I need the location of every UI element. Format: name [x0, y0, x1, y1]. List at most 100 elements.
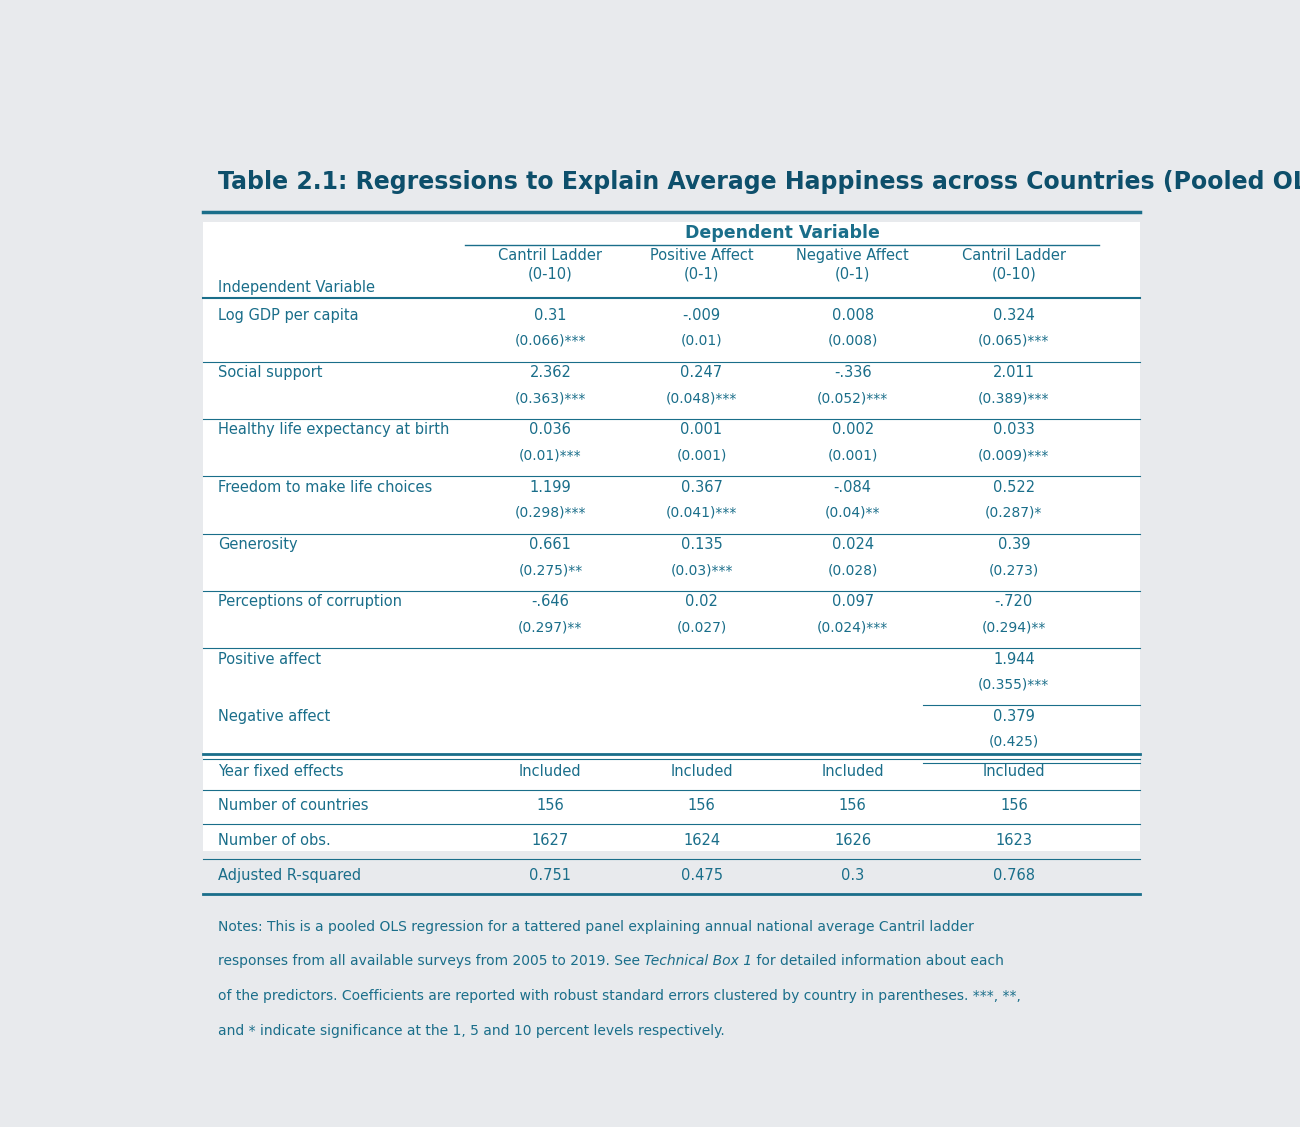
Text: Technical Box 1: Technical Box 1 — [645, 955, 753, 968]
Text: (0.275)**: (0.275)** — [519, 564, 582, 577]
Text: Included: Included — [519, 763, 581, 779]
Text: (0.273): (0.273) — [989, 564, 1039, 577]
Text: Social support: Social support — [218, 365, 322, 380]
Text: 0.024: 0.024 — [832, 538, 874, 552]
Text: -.084: -.084 — [833, 480, 871, 495]
Text: Included: Included — [822, 763, 884, 779]
Text: -.720: -.720 — [994, 594, 1034, 610]
Text: Included: Included — [671, 763, 733, 779]
Text: 0.661: 0.661 — [529, 538, 571, 552]
Text: Year fixed effects: Year fixed effects — [218, 763, 343, 779]
Point — [1132, 756, 1148, 770]
Text: Number of countries: Number of countries — [218, 798, 368, 814]
Text: Cantril Ladder
(0-10): Cantril Ladder (0-10) — [962, 248, 1066, 282]
Text: 2.011: 2.011 — [993, 365, 1035, 380]
Text: 156: 156 — [688, 798, 715, 814]
Text: (0.389)***: (0.389)*** — [978, 391, 1049, 406]
Point — [915, 699, 931, 712]
Text: Notes: This is a pooled OLS regression for a tattered panel explaining annual na: Notes: This is a pooled OLS regression f… — [218, 920, 974, 934]
Text: 0.39: 0.39 — [997, 538, 1030, 552]
Text: (0.048)***: (0.048)*** — [666, 391, 737, 406]
Text: Negative affect: Negative affect — [218, 709, 330, 724]
Text: (0.298)***: (0.298)*** — [515, 506, 586, 520]
Text: (0.287)*: (0.287)* — [985, 506, 1043, 520]
Text: (0.066)***: (0.066)*** — [515, 334, 586, 348]
Text: 1.199: 1.199 — [529, 480, 571, 495]
Text: (0.001): (0.001) — [828, 449, 878, 462]
Point — [1092, 238, 1108, 251]
Text: 0.367: 0.367 — [681, 480, 723, 495]
Text: (0.01): (0.01) — [681, 334, 723, 348]
Text: (0.024)***: (0.024)*** — [816, 620, 888, 635]
Text: -.646: -.646 — [532, 594, 569, 610]
Text: 0.001: 0.001 — [680, 423, 723, 437]
Text: (0.028): (0.028) — [828, 564, 878, 577]
Text: Included: Included — [983, 763, 1045, 779]
Text: Positive affect: Positive affect — [218, 651, 321, 666]
Text: 0.475: 0.475 — [680, 868, 723, 882]
Text: 156: 156 — [537, 798, 564, 814]
Text: -.009: -.009 — [682, 308, 720, 323]
Text: (0.425): (0.425) — [989, 735, 1039, 748]
Text: for detailed information about each: for detailed information about each — [753, 955, 1005, 968]
Text: (0.027): (0.027) — [676, 620, 727, 635]
Text: 0.379: 0.379 — [993, 709, 1035, 724]
Text: 0.768: 0.768 — [993, 868, 1035, 882]
Text: (0.355)***: (0.355)*** — [978, 677, 1049, 692]
Text: (0.363)***: (0.363)*** — [515, 391, 586, 406]
Text: Log GDP per capita: Log GDP per capita — [218, 308, 359, 323]
Point — [915, 756, 931, 770]
Text: 0.02: 0.02 — [685, 594, 718, 610]
Text: Perceptions of corruption: Perceptions of corruption — [218, 594, 402, 610]
Text: Adjusted R-squared: Adjusted R-squared — [218, 868, 361, 882]
Text: Healthy life expectancy at birth: Healthy life expectancy at birth — [218, 423, 450, 437]
Text: 0.135: 0.135 — [681, 538, 723, 552]
Text: 1624: 1624 — [682, 833, 720, 848]
Text: Independent Variable: Independent Variable — [218, 281, 374, 295]
Text: (0.01)***: (0.01)*** — [519, 449, 581, 462]
Text: Cantril Ladder
(0-10): Cantril Ladder (0-10) — [498, 248, 602, 282]
Text: of the predictors. Coefficients are reported with robust standard errors cluster: of the predictors. Coefficients are repo… — [218, 990, 1020, 1003]
Text: 0.324: 0.324 — [993, 308, 1035, 323]
Text: 0.3: 0.3 — [841, 868, 864, 882]
Text: Number of obs.: Number of obs. — [218, 833, 330, 848]
Text: Positive Affect
(0-1): Positive Affect (0-1) — [650, 248, 753, 282]
Text: 156: 156 — [1000, 798, 1028, 814]
Text: (0.009)***: (0.009)*** — [978, 449, 1049, 462]
Text: (0.294)**: (0.294)** — [982, 620, 1046, 635]
Text: 1.944: 1.944 — [993, 651, 1035, 666]
Text: Generosity: Generosity — [218, 538, 298, 552]
Text: 1627: 1627 — [532, 833, 569, 848]
Text: Table 2.1: Regressions to Explain Average Happiness across Countries (Pooled OLS: Table 2.1: Regressions to Explain Averag… — [218, 170, 1300, 194]
Text: (0.001): (0.001) — [676, 449, 727, 462]
Text: 0.31: 0.31 — [534, 308, 567, 323]
Text: (0.04)**: (0.04)** — [826, 506, 880, 520]
Text: (0.052)***: (0.052)*** — [816, 391, 888, 406]
Text: 0.033: 0.033 — [993, 423, 1035, 437]
Text: 156: 156 — [838, 798, 867, 814]
Text: (0.065)***: (0.065)*** — [978, 334, 1049, 348]
Text: 0.097: 0.097 — [832, 594, 874, 610]
Text: 2.362: 2.362 — [529, 365, 571, 380]
Text: -.336: -.336 — [833, 365, 871, 380]
Point — [458, 238, 473, 251]
Text: 0.008: 0.008 — [832, 308, 874, 323]
Text: responses from all available surveys from 2005 to 2019. See: responses from all available surveys fro… — [218, 955, 645, 968]
Text: and * indicate significance at the 1, 5 and 10 percent levels respectively.: and * indicate significance at the 1, 5 … — [218, 1023, 724, 1038]
Text: (0.03)***: (0.03)*** — [671, 564, 733, 577]
Text: (0.297)**: (0.297)** — [519, 620, 582, 635]
Text: (0.041)***: (0.041)*** — [666, 506, 737, 520]
Text: 0.036: 0.036 — [529, 423, 571, 437]
Text: Freedom to make life choices: Freedom to make life choices — [218, 480, 432, 495]
Text: 1623: 1623 — [996, 833, 1032, 848]
Text: Dependent Variable: Dependent Variable — [685, 224, 880, 242]
Text: 0.002: 0.002 — [832, 423, 874, 437]
Text: 1626: 1626 — [835, 833, 871, 848]
Text: 0.751: 0.751 — [529, 868, 572, 882]
Text: (0.008): (0.008) — [828, 334, 878, 348]
Text: 0.247: 0.247 — [680, 365, 723, 380]
Text: Negative Affect
(0-1): Negative Affect (0-1) — [797, 248, 909, 282]
Bar — [203, 222, 1140, 851]
Text: 0.522: 0.522 — [993, 480, 1035, 495]
Point — [1132, 699, 1148, 712]
